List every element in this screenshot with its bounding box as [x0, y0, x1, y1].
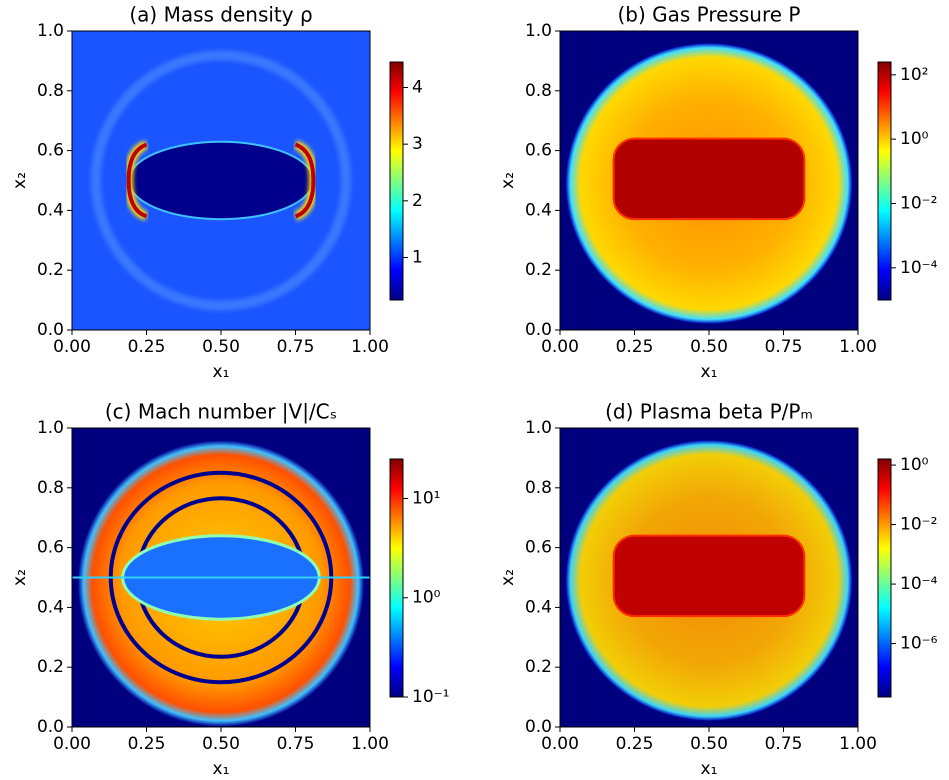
- heatmap: [72, 31, 370, 330]
- x-tick-label: 0.00: [541, 734, 579, 754]
- y-axis-label: x₂: [10, 172, 30, 189]
- y-tick-label: 1.0: [37, 21, 64, 41]
- colorbar: [877, 458, 892, 698]
- y-tick-label: 0.6: [37, 141, 64, 161]
- panel-title: (c) Mach number |V|/Cₛ: [105, 400, 337, 424]
- x-tick-label: 0.50: [690, 734, 728, 754]
- x-tick-label: 0.75: [277, 734, 315, 754]
- x-axis-label: x₁: [213, 362, 230, 382]
- x-tick-label: 0.50: [690, 337, 728, 357]
- y-tick-label: 1.0: [525, 21, 552, 41]
- y-tick-label: 0.2: [525, 260, 552, 280]
- colorbar-tick-label: 10⁻⁴: [900, 574, 938, 594]
- y-tick-label: 0.2: [525, 657, 552, 677]
- y-tick-label: 1.0: [525, 418, 552, 438]
- y-axis-label: x₂: [498, 569, 518, 586]
- colorbar-tick-label: 10²: [900, 65, 928, 85]
- colorbar-tick-label: 10⁰: [412, 588, 441, 608]
- y-tick-label: 0.0: [37, 320, 64, 340]
- x-tick-label: 0.75: [765, 337, 803, 357]
- x-tick-label: 0.50: [202, 337, 240, 357]
- x-tick-label: 0.75: [765, 734, 803, 754]
- field-core: [612, 534, 806, 618]
- field-core: [612, 137, 806, 221]
- x-tick-label: 0.25: [616, 734, 654, 754]
- x-tick-label: 1.00: [351, 734, 389, 754]
- heatmap: [560, 31, 858, 330]
- y-tick-label: 0.8: [37, 478, 64, 498]
- y-tick-label: 0.8: [525, 478, 552, 498]
- y-tick-label: 0.0: [525, 320, 552, 340]
- y-tick-label: 0.4: [525, 200, 552, 220]
- y-tick-label: 0.2: [37, 657, 64, 677]
- y-tick-label: 0.6: [525, 538, 552, 558]
- field-core: [127, 140, 315, 221]
- colorbar-tick-label: 10⁻²: [900, 193, 937, 213]
- x-tick-label: 0.50: [202, 734, 240, 754]
- panel-title: (b) Gas Pressure P: [617, 3, 800, 27]
- y-tick-label: 0.4: [525, 597, 552, 617]
- x-tick-label: 1.00: [839, 734, 877, 754]
- colorbar: [877, 61, 892, 301]
- x-tick-label: 0.25: [128, 337, 166, 357]
- y-tick-label: 0.6: [37, 538, 64, 558]
- y-tick-label: 0.8: [37, 81, 64, 101]
- y-tick-label: 0.8: [525, 81, 552, 101]
- field-shell: [90, 50, 352, 311]
- y-tick-label: 0.4: [37, 597, 64, 617]
- y-tick-label: 0.0: [525, 717, 552, 737]
- x-axis-label: x₁: [701, 362, 718, 382]
- y-tick-label: 1.0: [37, 418, 64, 438]
- colorbar-tick-label: 10⁰: [900, 129, 929, 149]
- y-tick-label: 0.2: [37, 260, 64, 280]
- colorbar: [389, 61, 404, 301]
- colorbar: [389, 458, 404, 698]
- panel-title: (d) Plasma beta P/Pₘ: [605, 400, 813, 424]
- field-rim: [126, 142, 148, 219]
- colorbar-tick-label: 2: [412, 191, 423, 211]
- colorbar-tick-label: 3: [412, 134, 423, 154]
- colorbar-tick-label: 10¹: [412, 488, 440, 508]
- y-axis-label: x₂: [498, 172, 518, 189]
- colorbar-tick-label: 10⁻⁴: [900, 258, 938, 278]
- x-tick-label: 0.00: [541, 337, 579, 357]
- colorbar-tick-label: 10⁻¹: [412, 687, 449, 707]
- colorbar-tick-label: 4: [412, 78, 423, 98]
- field-rim: [294, 142, 316, 219]
- y-tick-label: 0.0: [37, 717, 64, 737]
- x-tick-label: 1.00: [839, 337, 877, 357]
- colorbar-tick-label: 10⁻⁶: [900, 634, 938, 654]
- x-tick-label: 0.00: [53, 337, 91, 357]
- y-axis-label: x₂: [10, 569, 30, 586]
- x-tick-label: 1.00: [351, 337, 389, 357]
- heatmap: [72, 428, 370, 727]
- x-tick-label: 0.75: [277, 337, 315, 357]
- x-tick-label: 0.25: [128, 734, 166, 754]
- x-axis-label: x₁: [213, 759, 230, 779]
- panel-title: (a) Mass density ρ: [129, 3, 312, 27]
- y-tick-label: 0.6: [525, 141, 552, 161]
- colorbar-tick-label: 10⁻²: [900, 515, 937, 535]
- colorbar-tick-label: 1: [412, 248, 423, 268]
- x-tick-label: 0.00: [53, 734, 91, 754]
- x-axis-label: x₁: [701, 759, 718, 779]
- y-tick-label: 0.4: [37, 200, 64, 220]
- colorbar-tick-label: 10⁰: [900, 455, 929, 475]
- x-tick-label: 0.25: [616, 337, 654, 357]
- heatmap: [560, 428, 858, 727]
